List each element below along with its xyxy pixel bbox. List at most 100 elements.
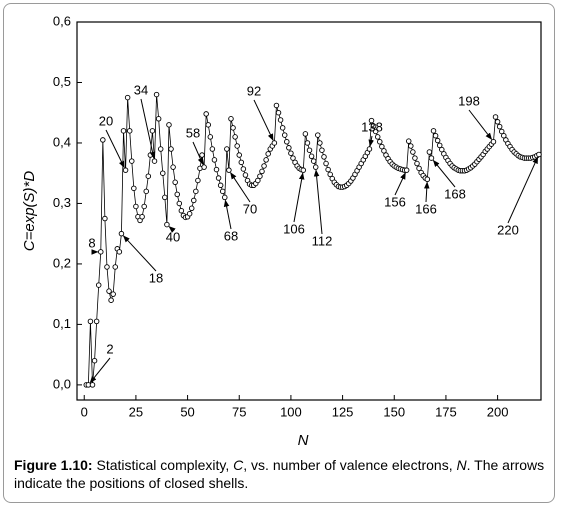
x-tick-label: 25 — [129, 404, 143, 419]
data-point — [261, 163, 267, 169]
data-point — [203, 111, 209, 117]
caption: Figure 1.10: Statistical complexity, C, … — [14, 456, 550, 492]
data-point — [430, 128, 437, 134]
data-point — [211, 157, 218, 163]
annotation-arrow — [122, 235, 157, 272]
data-point — [170, 164, 176, 170]
data-point — [366, 146, 373, 152]
data-point — [496, 123, 503, 130]
data-point — [327, 171, 333, 178]
data-point — [439, 146, 445, 153]
x-tick-label: 0 — [81, 404, 88, 419]
data-point — [186, 210, 193, 217]
x-tick-label: 50 — [180, 404, 194, 419]
annotation-arrow — [223, 199, 232, 230]
data-point — [112, 264, 118, 270]
annotation-arrow — [89, 357, 111, 384]
y-axis-label: C=exp(S)*D — [21, 171, 38, 252]
data-point — [238, 159, 245, 166]
data-point — [131, 185, 137, 192]
data-point — [492, 114, 499, 120]
data-point — [255, 177, 261, 184]
data-point — [110, 291, 116, 297]
data-point — [273, 102, 280, 109]
data-point — [290, 155, 296, 161]
data-point — [122, 167, 129, 173]
annotation-label: 40 — [166, 229, 180, 244]
data-point — [133, 203, 139, 210]
annotation-label: 8 — [88, 235, 95, 250]
data-point — [188, 205, 195, 212]
annotation-arrow — [293, 172, 305, 223]
data-point — [405, 138, 412, 144]
data-point — [275, 109, 282, 116]
x-tick-label: 125 — [332, 404, 354, 419]
data-point — [302, 131, 309, 137]
data-point — [377, 139, 383, 145]
annotation-arrow — [105, 129, 125, 169]
annotation-arrow — [368, 135, 374, 147]
data-point — [416, 165, 422, 172]
annotation-arrow — [468, 109, 493, 140]
data-point — [319, 147, 325, 153]
data-point — [178, 207, 185, 214]
data-point — [120, 128, 127, 134]
annotation-arrow — [230, 172, 251, 203]
data-point — [259, 168, 265, 175]
data-point — [424, 176, 431, 182]
data-point — [263, 157, 269, 163]
data-point — [209, 146, 216, 152]
data-point — [89, 382, 96, 388]
data-point — [147, 152, 154, 158]
data-point — [93, 318, 100, 325]
data-point — [321, 154, 327, 160]
data-point — [174, 191, 180, 198]
data-point — [317, 140, 323, 146]
caption-label: Figure 1.10: — [14, 457, 93, 473]
plot-frame — [76, 21, 542, 401]
data-point — [323, 160, 329, 167]
y-tick-label: 0,5 — [53, 74, 71, 89]
data-point — [102, 215, 108, 222]
data-point — [87, 318, 94, 325]
data-point — [498, 128, 505, 135]
data-point — [265, 151, 271, 157]
data-point — [193, 188, 199, 195]
annotation-label: 138 — [361, 119, 383, 134]
x-tick-label: 150 — [383, 404, 405, 419]
annotation-arrow — [192, 141, 204, 166]
data-point — [228, 116, 234, 122]
data-point — [207, 134, 214, 140]
annotation-label: 68 — [224, 228, 238, 243]
annotation-label: 70 — [243, 201, 257, 216]
annotation-arrow — [507, 156, 539, 224]
data-point — [434, 137, 441, 144]
data-point — [129, 158, 135, 164]
x-tick-label: 175 — [435, 404, 457, 419]
annotation-label: 220 — [497, 222, 519, 237]
data-point — [116, 249, 123, 255]
y-tick-label: 0,0 — [53, 376, 71, 391]
data-point — [490, 139, 497, 145]
x-tick-label: 100 — [280, 404, 302, 419]
annotation-arrow — [168, 226, 176, 233]
annotation-arrow — [394, 172, 406, 196]
data-point — [403, 167, 410, 173]
annotation-arrow — [253, 99, 274, 141]
data-point — [118, 230, 125, 237]
data-point — [414, 160, 420, 167]
annotation-label: 156 — [384, 194, 406, 209]
data-point — [151, 158, 158, 164]
annotation-arrow — [140, 98, 156, 159]
data-point — [494, 119, 501, 125]
y-tick-label: 0,6 — [53, 13, 71, 28]
data-point — [95, 282, 102, 288]
data-point — [155, 116, 162, 122]
data-point — [242, 172, 249, 178]
x-tick-label: 200 — [487, 404, 509, 419]
caption-text: , vs. number of valence electrons, — [243, 457, 453, 473]
data-point — [100, 137, 106, 143]
caption-symbol: N — [456, 457, 467, 473]
y-tick-label: 0,2 — [53, 255, 71, 270]
data-point — [91, 357, 98, 364]
